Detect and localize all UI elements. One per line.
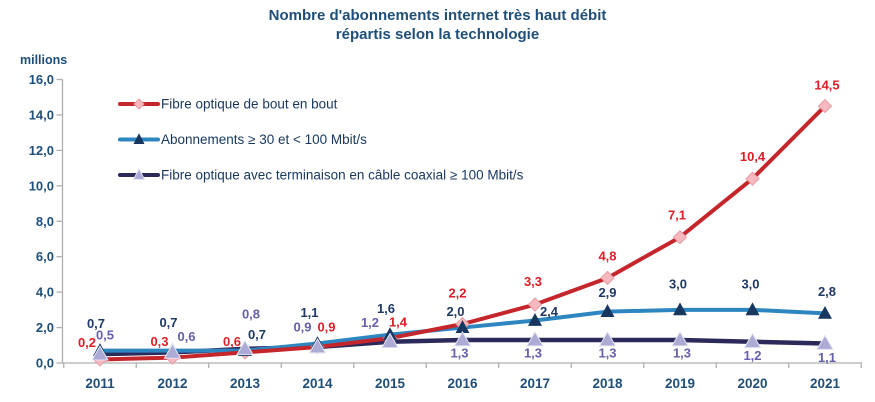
diamond-marker-icon xyxy=(600,270,615,286)
y-tick-label: 12,0 xyxy=(29,143,54,158)
legend-item-label: Fibre optique de bout en bout xyxy=(161,97,338,112)
triangle-marker-icon xyxy=(818,305,832,319)
data-label-s0: 1,4 xyxy=(389,315,408,330)
data-label-s2: 1,2 xyxy=(743,348,761,363)
chart-title-line2: répartis selon la technologie xyxy=(335,26,540,43)
legend-diamond-marker-icon xyxy=(133,98,145,110)
data-label-s1: 1,1 xyxy=(300,305,318,320)
x-tick-label: 2021 xyxy=(810,376,841,391)
legend-triangle-marker-icon xyxy=(132,167,146,180)
diamond-marker-icon xyxy=(745,171,760,186)
y-tick-label: 10,0 xyxy=(29,178,54,193)
data-label-s1: 0,7 xyxy=(87,316,105,331)
triangle-marker-icon xyxy=(600,304,615,318)
triangle-marker-icon xyxy=(745,302,760,316)
y-tick-label: 6,0 xyxy=(36,249,54,264)
triangle-marker-icon xyxy=(163,343,182,359)
data-label-s2: 0,8 xyxy=(242,306,260,321)
x-tick-label: 2012 xyxy=(157,376,187,391)
diamond-marker-icon xyxy=(672,229,688,245)
triangle-marker-icon xyxy=(816,334,834,350)
triangle-marker-icon xyxy=(598,330,617,347)
data-label-s2: 0,9 xyxy=(293,320,311,335)
data-label-s0: 14,5 xyxy=(814,78,839,93)
data-label-s0: 0,6 xyxy=(223,334,241,349)
y-tick-label: 0,0 xyxy=(36,356,54,371)
data-label-s0: 0,3 xyxy=(150,334,168,349)
x-tick-label: 2013 xyxy=(230,376,261,391)
data-label-s1: 3,0 xyxy=(669,276,687,291)
y-tick-label: 4,0 xyxy=(36,285,54,300)
triangle-marker-icon xyxy=(308,337,327,354)
data-label-s0: 7,1 xyxy=(668,208,686,223)
data-label-s2: 1,1 xyxy=(818,350,836,365)
data-label-s1: 0,7 xyxy=(159,315,177,330)
y-tick-label: 14,0 xyxy=(29,107,54,122)
triangle-marker-icon xyxy=(453,330,472,347)
diamond-marker-icon xyxy=(817,98,833,114)
x-tick-label: 2019 xyxy=(665,376,695,391)
triangle-marker-icon xyxy=(528,313,542,326)
chart-title: Nombre d'abonnements internet très haut … xyxy=(0,6,875,44)
triangle-marker-icon xyxy=(455,320,470,333)
x-tick-label: 2016 xyxy=(447,376,478,391)
y-axis-unit-label: millions xyxy=(20,53,67,67)
triangle-marker-icon xyxy=(526,330,544,347)
data-label-s1: 2,8 xyxy=(818,284,836,299)
x-tick-label: 2014 xyxy=(302,376,333,391)
x-tick-label: 2015 xyxy=(375,376,406,391)
y-tick-label: 16,0 xyxy=(29,72,54,87)
data-label-s2: 1,2 xyxy=(361,315,379,330)
triangle-marker-icon xyxy=(671,330,689,347)
data-label-s1: 2,4 xyxy=(540,304,559,319)
data-label-s1: 2,0 xyxy=(446,304,464,319)
data-label-s0: 0,9 xyxy=(317,320,335,335)
triangle-marker-icon xyxy=(743,332,762,349)
legend-item-label: Fibre optique avec terminaison en câble … xyxy=(161,168,524,183)
data-label-s1: 3,0 xyxy=(741,276,759,291)
data-label-s1: 2,9 xyxy=(598,285,616,300)
x-tick-label: 2011 xyxy=(85,376,115,391)
data-label-s2: 1,3 xyxy=(598,345,616,360)
data-label-s0: 3,3 xyxy=(524,274,542,289)
data-label-s0: 2,2 xyxy=(448,286,466,301)
chart-title-line1: Nombre d'abonnements internet très haut … xyxy=(268,7,607,24)
legend-triangle-marker-icon xyxy=(133,133,145,144)
data-label-s0: 0,2 xyxy=(78,335,96,350)
triangle-marker-icon xyxy=(381,332,399,349)
data-label-s0: 10,4 xyxy=(740,149,766,164)
triangle-marker-icon xyxy=(236,339,254,356)
diamond-marker-icon xyxy=(527,297,543,312)
data-label-s1: 0,7 xyxy=(248,327,266,342)
y-tick-label: 2,0 xyxy=(36,320,54,335)
data-label-s2: 0,5 xyxy=(96,328,114,343)
data-label-s2: 0,6 xyxy=(177,329,195,344)
x-tick-label: 2018 xyxy=(592,376,623,391)
triangle-marker-icon xyxy=(91,345,109,361)
legend-item-label: Abonnements ≥ 30 et < 100 Mbit/s xyxy=(161,132,367,147)
data-label-s2: 1,3 xyxy=(673,345,691,360)
x-tick-label: 2020 xyxy=(737,376,767,391)
x-tick-label: 2017 xyxy=(520,376,550,391)
y-tick-label: 8,0 xyxy=(36,214,54,229)
data-label-s1: 1,6 xyxy=(377,301,395,316)
data-label-s0: 4,8 xyxy=(598,248,616,263)
data-label-s2: 1,3 xyxy=(524,345,542,360)
triangle-marker-icon xyxy=(673,302,687,316)
data-label-s2: 1,3 xyxy=(450,345,468,360)
